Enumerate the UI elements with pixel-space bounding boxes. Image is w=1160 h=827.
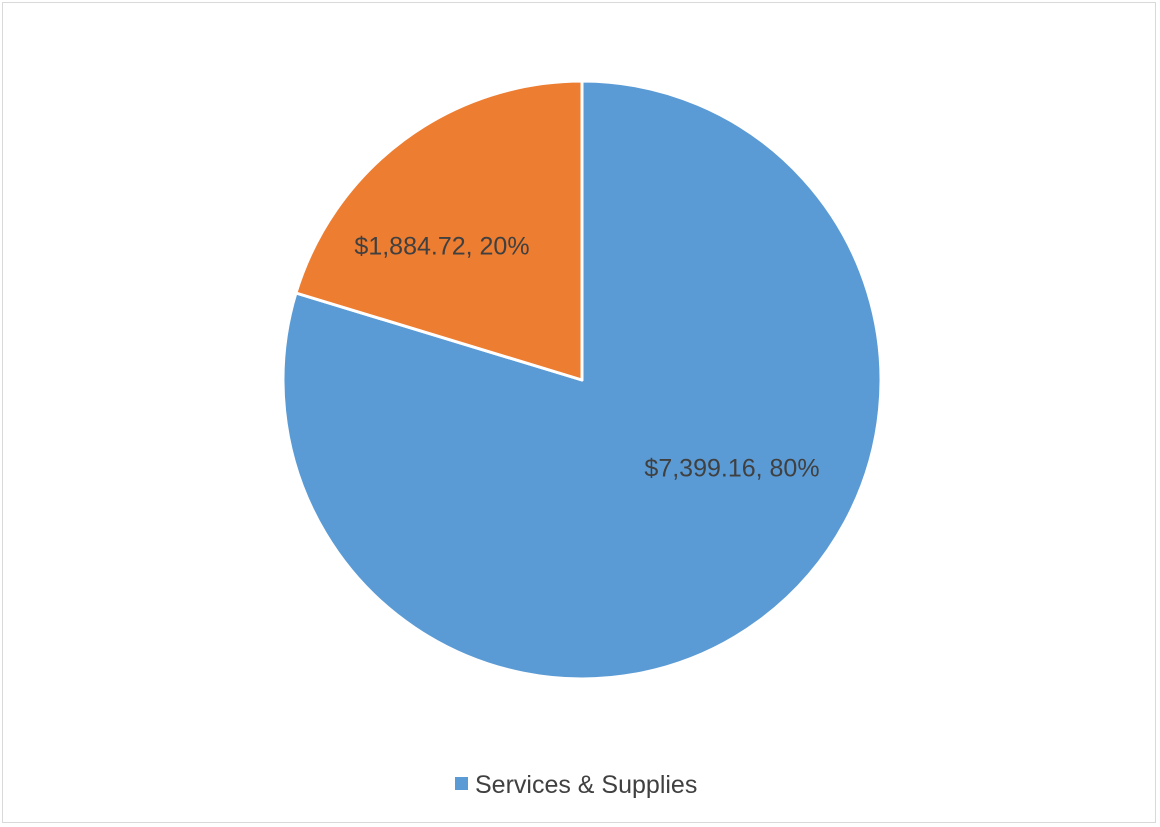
legend-swatch-services-supplies — [455, 777, 468, 790]
data-label-1: $1,884.72, 20% — [354, 233, 529, 261]
data-label-0: $7,399.16, 80% — [644, 455, 819, 483]
legend: Services & Supplies — [455, 771, 697, 799]
pie-slice-1 — [294, 79, 584, 382]
pie-slice-0 — [281, 79, 883, 681]
legend-label-services-supplies: Services & Supplies — [475, 771, 697, 799]
pie-slices — [281, 79, 883, 681]
data-labels: $7,399.16, 80% $1,884.72, 20% — [354, 233, 819, 483]
